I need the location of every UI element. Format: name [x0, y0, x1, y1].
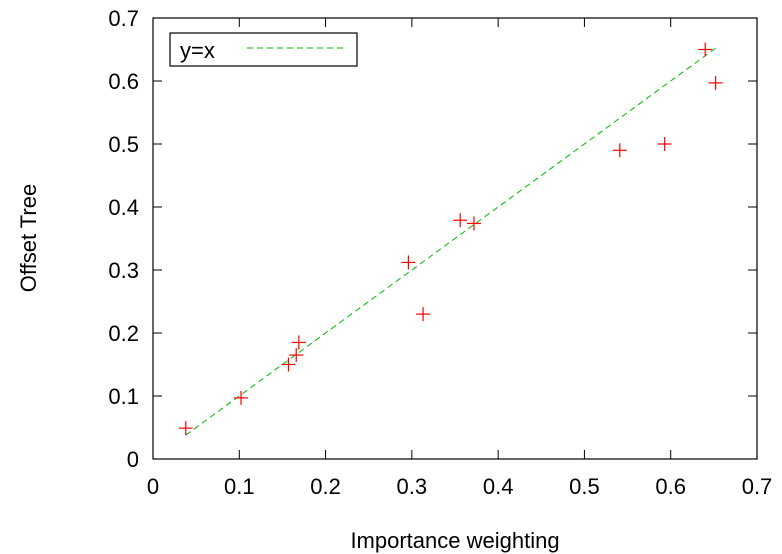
legend-box — [169, 32, 358, 67]
legend: y=x — [169, 32, 358, 67]
x-tick-label: 0 — [147, 474, 159, 499]
y-tick-labels: 0 0.1 0.2 0.3 0.4 0.5 0.6 0.7 — [108, 6, 139, 472]
y-tick-label: 0.7 — [108, 6, 139, 31]
x-tick-label: 0.4 — [483, 474, 514, 499]
x-tick-label: 0.2 — [310, 474, 341, 499]
data-point-marker — [612, 143, 627, 158]
y-tick-label: 0 — [127, 447, 139, 472]
y-tick-label: 0.2 — [108, 321, 139, 346]
x-axis-title: Importance weighting — [350, 528, 559, 553]
data-point-marker — [234, 390, 249, 405]
x-tick-label: 0.3 — [397, 474, 428, 499]
x-tick-label: 0.7 — [742, 474, 773, 499]
data-point-marker — [281, 357, 296, 372]
x-tick-labels: 0 0.1 0.2 0.3 0.4 0.5 0.6 0.7 — [147, 474, 772, 499]
y-tick-label: 0.1 — [108, 384, 139, 409]
axis-ticks — [152, 17, 758, 460]
data-point-marker — [698, 42, 713, 57]
x-tick-label: 0.1 — [224, 474, 255, 499]
y-tick-label: 0.4 — [108, 195, 139, 220]
y-tick-label: 0.3 — [108, 258, 139, 283]
data-point-marker — [289, 348, 304, 363]
data-point-marker — [453, 213, 468, 228]
data-point-marker — [291, 335, 306, 350]
y-tick-label: 0.6 — [108, 69, 139, 94]
series-layer — [178, 42, 723, 436]
plot-frame — [152, 17, 758, 460]
reference-line-y-equals-x — [185, 47, 716, 436]
data-point-marker — [708, 75, 723, 90]
data-point-marker — [657, 137, 672, 151]
x-tick-label: 0.6 — [655, 474, 686, 499]
y-axis-title: Offset Tree — [16, 184, 41, 292]
data-point-marker — [178, 421, 193, 436]
y-tick-label: 0.5 — [108, 132, 139, 157]
data-point-marker — [401, 255, 416, 270]
legend-label: y=x — [180, 38, 215, 63]
x-tick-label: 0.5 — [569, 474, 600, 499]
data-point-marker — [416, 307, 431, 322]
data-point-marker — [466, 216, 481, 231]
